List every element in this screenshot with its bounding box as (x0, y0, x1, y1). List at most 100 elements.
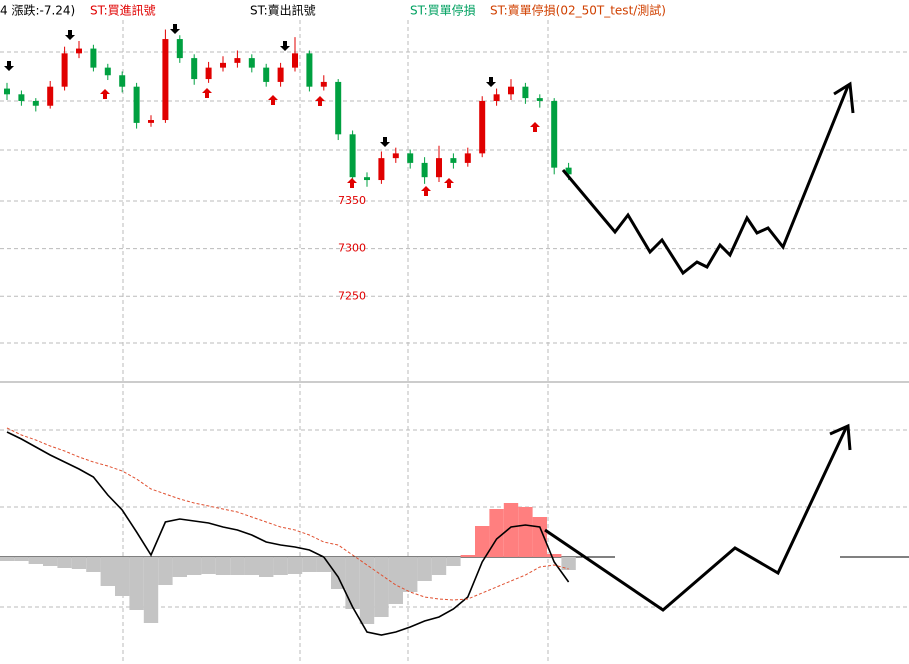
candle-body (522, 86, 529, 99)
histogram-bar (230, 557, 245, 575)
legend-text: 4 漲跌:-7.24) (0, 3, 75, 18)
arrow-head (833, 81, 855, 114)
histogram-bar (532, 517, 547, 557)
candle-body (148, 120, 154, 123)
histogram-bar (0, 557, 15, 561)
candle-body (306, 53, 313, 87)
header: 4 漲跌:-7.24) ST:買進訊號 ST:賣出訊號 ST:買單停損 ST:賣單停損(… (0, 3, 666, 18)
signals (4, 24, 540, 196)
sell-arrow (486, 77, 496, 87)
candle-body (32, 100, 39, 106)
histogram-bar (417, 557, 432, 581)
histogram-bar (143, 557, 159, 623)
histogram-bar (115, 557, 130, 596)
candle-body (551, 100, 558, 168)
forecast-path (544, 427, 848, 612)
buy-arrow (347, 178, 357, 188)
candle-body (479, 100, 486, 154)
candle-body (90, 48, 97, 68)
histogram-bar (547, 554, 562, 557)
histogram-bar (57, 557, 72, 568)
candle-body (436, 158, 442, 178)
candle-body (205, 67, 212, 80)
histogram-bar (302, 557, 317, 572)
histogram-bar (287, 557, 303, 574)
histogram-bar (331, 557, 346, 589)
legend-text: ST:買進訊號 (90, 3, 156, 18)
sell-arrow (65, 30, 75, 40)
histogram-bar (100, 557, 115, 586)
buy-arrow (202, 88, 212, 98)
candle-body (263, 67, 270, 82)
candle-body (162, 39, 169, 121)
buy-arrow (444, 178, 454, 188)
histogram-bar (374, 557, 389, 617)
buy-arrow (315, 96, 325, 106)
sell-arrow (380, 137, 390, 147)
histogram-bar (201, 557, 216, 574)
buy-arrow (100, 89, 110, 99)
indicator-line (6, 427, 569, 601)
plot: 7350 7300 7250 (0, 29, 909, 636)
candle-body (133, 86, 140, 123)
candle-body (292, 53, 298, 68)
candle-body (191, 58, 198, 80)
candle-body (349, 134, 356, 178)
histogram-bar (43, 557, 58, 566)
histogram-bar (215, 557, 231, 575)
arrow-head (829, 423, 852, 451)
buy-arrow (421, 186, 431, 196)
histogram-bar (273, 557, 288, 575)
legend-text: ST:買單停損 (410, 3, 476, 18)
histogram-bar (475, 526, 490, 557)
y-tick-label: 7300 (338, 242, 366, 255)
histogram-bar (446, 557, 461, 566)
histogram-bar (244, 557, 259, 575)
forecast-path (561, 85, 850, 276)
histogram-bar (359, 557, 375, 624)
histogram-bar (71, 557, 87, 569)
histogram-bar (86, 557, 101, 572)
candle-body (18, 94, 25, 101)
candle-body (464, 153, 471, 163)
candle-body (364, 177, 370, 181)
buy-arrow (530, 122, 540, 132)
candle-body (421, 162, 428, 178)
y-tick-label: 7350 (338, 194, 366, 207)
histogram-bar (388, 557, 403, 604)
candle-body (378, 158, 385, 181)
hand-drawn-annotation (544, 81, 855, 612)
grid-layout (0, 20, 909, 664)
histogram-bar (489, 509, 504, 557)
candle-body (508, 86, 514, 95)
histogram-bar (561, 557, 576, 570)
histogram-bar (14, 557, 29, 561)
candle-body (407, 153, 414, 163)
y-tick-label: 7250 (338, 289, 366, 302)
buy-arrow (268, 95, 278, 105)
candle-body (248, 58, 255, 68)
candle-body (176, 39, 183, 59)
candle-body (392, 153, 399, 159)
candle-body (47, 86, 54, 106)
histogram-bar (460, 555, 475, 557)
legend-text: ST:賣出訊號 (250, 3, 316, 18)
candle-body (4, 88, 10, 95)
candle-body (220, 62, 226, 68)
histogram-bar (158, 557, 173, 585)
candle-body (119, 75, 126, 87)
histogram-bar (172, 557, 187, 577)
sell-arrow (280, 41, 290, 51)
candle-body (450, 158, 457, 163)
candle-body (234, 58, 241, 63)
candle-body (536, 98, 543, 101)
candle-body (565, 167, 572, 175)
legend-text: ST:賣單停損(02_50T_test/測試) (490, 3, 666, 18)
histogram-bar (518, 507, 533, 557)
histogram-bar (28, 557, 43, 564)
sell-arrow (4, 61, 14, 71)
sell-arrow (170, 24, 180, 34)
candle-body (335, 81, 342, 135)
